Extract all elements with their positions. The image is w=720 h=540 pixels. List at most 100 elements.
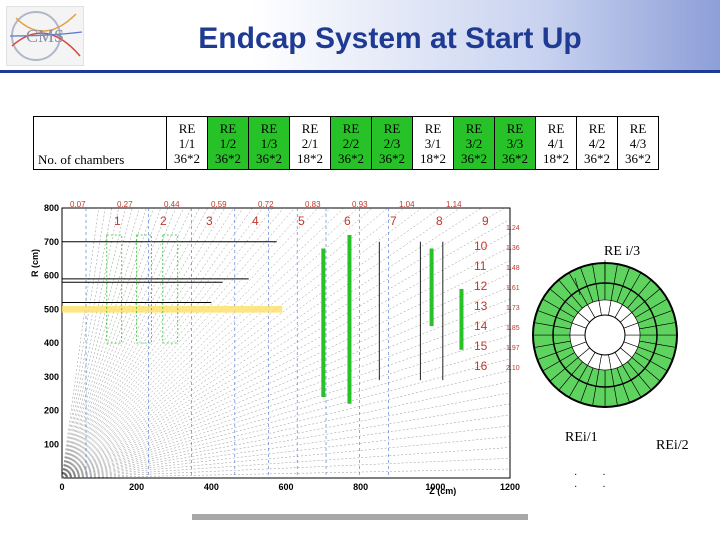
chamber-count: 36*2 bbox=[215, 150, 241, 166]
chamber-count: 36*2 bbox=[174, 150, 200, 166]
eta-ray bbox=[61, 347, 511, 479]
eta-top-label: 1.14 bbox=[446, 200, 462, 209]
eta-ray bbox=[61, 207, 461, 479]
eta-right-label: 1.85 bbox=[506, 325, 520, 332]
x-tick-label: 200 bbox=[129, 482, 144, 492]
eta-ray bbox=[61, 370, 511, 479]
ring-label-outer: REi/2 bbox=[656, 438, 689, 453]
chamber-cell: RE 1/3 36*2 bbox=[248, 116, 290, 170]
chamber-count: 36*2 bbox=[625, 150, 651, 166]
eta-ray bbox=[61, 358, 511, 479]
chamber-count-table: No. of chambers RE 1/1 36*2 RE 1/2 36*2 RE 1/3 3… bbox=[33, 116, 659, 170]
chamber-name: RE bbox=[588, 120, 606, 136]
chamber-cell: RE 3/3 36*2 bbox=[494, 116, 536, 170]
eta-ray bbox=[61, 207, 176, 479]
y-tick-label: 200 bbox=[44, 406, 59, 416]
eta-right-label: 2.10 bbox=[506, 365, 520, 372]
chamber-cell: RE 4/3 36*2 bbox=[617, 116, 659, 170]
eta-ray bbox=[61, 207, 358, 479]
eta-ray bbox=[61, 207, 373, 479]
sector-number: 15 bbox=[474, 339, 488, 353]
eta-ray bbox=[61, 207, 106, 479]
chamber-cell: RE 3/2 36*2 bbox=[453, 116, 495, 170]
ring-label-top: RE i/3 bbox=[604, 244, 641, 259]
chamber-name: RE bbox=[219, 120, 237, 136]
sector-number: 2 bbox=[160, 214, 167, 228]
chamber-name: RE bbox=[547, 120, 565, 136]
chamber-count: 36*2 bbox=[256, 150, 282, 166]
sector-number: 1 bbox=[114, 214, 121, 228]
eta-top-label: 0.44 bbox=[164, 200, 180, 209]
eta-ray bbox=[61, 207, 307, 479]
chamber-name: RE bbox=[383, 120, 401, 136]
eta-ray bbox=[61, 207, 184, 479]
bottom-bar bbox=[192, 514, 528, 520]
row-label: No. of chambers bbox=[33, 116, 167, 170]
eta-ray bbox=[61, 436, 511, 479]
chamber-name: RE bbox=[424, 120, 442, 136]
eta-ray bbox=[61, 458, 511, 479]
table-row: No. of chambers RE 1/1 36*2 RE 1/2 36*2 RE 1/3 3… bbox=[33, 116, 659, 170]
svg-text:CMS: CMS bbox=[26, 26, 64, 46]
eta-ray bbox=[61, 207, 234, 479]
chamber-name: RE bbox=[506, 120, 524, 136]
ring-hole bbox=[584, 314, 626, 356]
eta-ray bbox=[61, 246, 511, 479]
eta-right-label: 1.48 bbox=[506, 265, 520, 272]
ring-mid-edge bbox=[552, 282, 658, 388]
sector-number: 16 bbox=[474, 359, 488, 373]
eta-ray bbox=[61, 207, 422, 479]
eta-top-label: 0.93 bbox=[352, 200, 368, 209]
eta-ray bbox=[61, 207, 147, 479]
x-tick-label: 600 bbox=[278, 482, 293, 492]
eta-ray bbox=[61, 207, 405, 479]
eta-ray bbox=[61, 207, 441, 479]
y-tick-label: 700 bbox=[44, 237, 59, 247]
eta-ray bbox=[61, 468, 511, 479]
chamber-id: 1/3 bbox=[260, 135, 278, 151]
chamber-id: 1/1 bbox=[178, 135, 196, 151]
slide-header: CMS Endcap System at Start Up bbox=[0, 0, 720, 72]
cms-logo-icon: CMS bbox=[6, 6, 84, 66]
sector-number: 12 bbox=[474, 279, 488, 293]
eta-ray bbox=[61, 414, 511, 479]
eta-right-label: 1.36 bbox=[506, 245, 520, 252]
eta-ray bbox=[61, 207, 208, 479]
chamber-cell: RE 3/1 18*2 bbox=[412, 116, 454, 170]
eta-top-label: 0.07 bbox=[70, 200, 86, 209]
eta-ray bbox=[61, 233, 511, 479]
chamber-id: 2/1 bbox=[301, 135, 319, 151]
x-axis-label: Z (cm) bbox=[429, 486, 456, 496]
chamber-count: 36*2 bbox=[379, 150, 405, 166]
sector-number: 5 bbox=[298, 214, 305, 228]
chamber-id: 3/3 bbox=[506, 135, 524, 151]
eta-ray bbox=[61, 207, 133, 479]
eta-ray bbox=[61, 207, 273, 479]
chamber-cell: RE 1/2 36*2 bbox=[207, 116, 249, 170]
chamber-id: 4/1 bbox=[547, 135, 565, 151]
chamber-count: 18*2 bbox=[420, 150, 446, 166]
chamber-name: RE bbox=[301, 120, 319, 136]
green-region bbox=[136, 234, 152, 344]
eta-ray bbox=[61, 207, 263, 479]
eta-ray bbox=[61, 207, 140, 479]
chamber-id: 4/2 bbox=[588, 135, 606, 151]
eta-ray bbox=[61, 207, 331, 479]
eta-right-label: 1.24 bbox=[506, 225, 520, 232]
eta-ray bbox=[61, 207, 226, 479]
chamber-count: 36*2 bbox=[502, 150, 528, 166]
ring-label-inner: REi/1 bbox=[565, 430, 598, 445]
chamber-name: RE bbox=[178, 120, 196, 136]
header-divider bbox=[0, 70, 720, 73]
eta-ray bbox=[61, 260, 511, 479]
y-tick-label: 600 bbox=[44, 271, 59, 281]
chamber-count: 18*2 bbox=[543, 150, 569, 166]
ring-pointer bbox=[574, 277, 581, 296]
eta-ray bbox=[61, 286, 511, 479]
eta-ray bbox=[61, 298, 511, 479]
eta-ray bbox=[61, 207, 295, 479]
eta-right-label: 1.73 bbox=[506, 305, 520, 312]
eta-ray bbox=[61, 425, 511, 479]
x-tick-label: 0 bbox=[59, 482, 64, 492]
chamber-cell: RE 1/1 36*2 bbox=[166, 116, 208, 170]
